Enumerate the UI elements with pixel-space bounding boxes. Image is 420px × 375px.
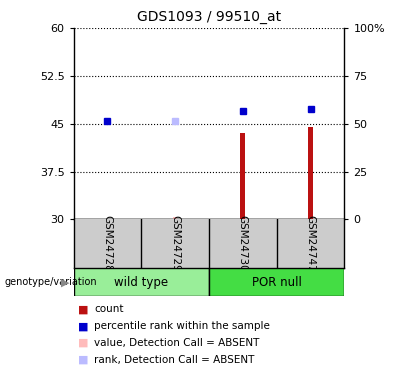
Text: wild type: wild type — [114, 276, 168, 289]
Text: GSM24747: GSM24747 — [305, 215, 315, 272]
Text: GSM24730: GSM24730 — [238, 215, 248, 272]
Text: ■: ■ — [78, 321, 88, 331]
Bar — [240, 134, 245, 219]
Text: GSM24728: GSM24728 — [102, 215, 113, 272]
Text: count: count — [94, 304, 124, 314]
Bar — [173, 217, 178, 219]
Text: value, Detection Call = ABSENT: value, Detection Call = ABSENT — [94, 338, 260, 348]
Text: ▶: ▶ — [61, 277, 69, 287]
Bar — [308, 127, 313, 219]
Title: GDS1093 / 99510_at: GDS1093 / 99510_at — [137, 10, 281, 24]
Text: ■: ■ — [78, 304, 88, 314]
Text: POR null: POR null — [252, 276, 302, 289]
Text: ■: ■ — [78, 355, 88, 365]
Text: genotype/variation: genotype/variation — [4, 277, 97, 287]
Text: rank, Detection Call = ABSENT: rank, Detection Call = ABSENT — [94, 355, 255, 365]
Bar — [209, 268, 344, 296]
Text: GSM24729: GSM24729 — [170, 215, 180, 272]
Text: percentile rank within the sample: percentile rank within the sample — [94, 321, 270, 331]
Text: ■: ■ — [78, 338, 88, 348]
Bar — [74, 268, 209, 296]
